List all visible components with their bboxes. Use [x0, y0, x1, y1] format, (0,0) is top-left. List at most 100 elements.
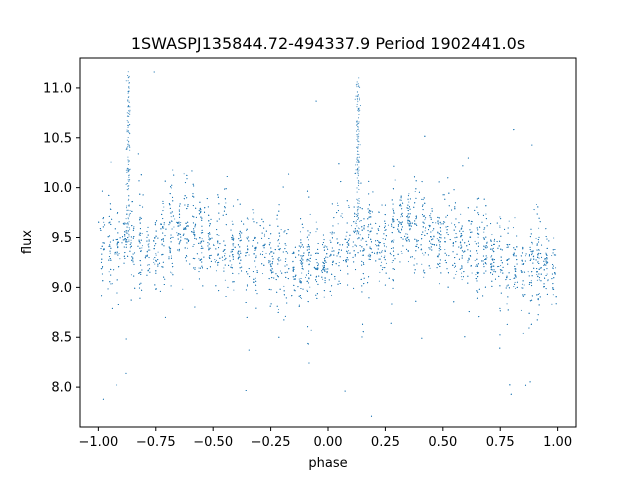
- data-point: [133, 252, 136, 254]
- data-point: [513, 247, 515, 249]
- data-point: [514, 269, 516, 271]
- data-point: [485, 270, 487, 272]
- data-point: [276, 218, 278, 220]
- data-point: [493, 269, 495, 271]
- data-point: [400, 197, 402, 199]
- data-point: [184, 238, 186, 240]
- data-point: [459, 268, 461, 270]
- data-point: [223, 270, 225, 272]
- data-point: [493, 258, 495, 261]
- data-point: [262, 250, 264, 253]
- data-point: [538, 279, 540, 281]
- data-point: [102, 398, 104, 400]
- data-point: [348, 204, 350, 207]
- data-point: [223, 267, 225, 269]
- data-point: [254, 247, 256, 249]
- data-point: [213, 243, 215, 245]
- data-point: [322, 265, 324, 267]
- data-point: [130, 274, 132, 276]
- data-point: [186, 178, 188, 180]
- data-point: [438, 283, 441, 285]
- data-point: [387, 224, 390, 226]
- data-point: [237, 252, 239, 254]
- data-point: [121, 236, 124, 238]
- data-point: [363, 227, 365, 229]
- data-point: [431, 243, 433, 245]
- data-point: [317, 242, 319, 245]
- data-point: [436, 238, 438, 240]
- data-point: [438, 223, 440, 225]
- data-point: [299, 296, 302, 299]
- data-point: [392, 215, 394, 217]
- data-point: [500, 265, 502, 267]
- data-point: [546, 262, 548, 264]
- data-point: [541, 244, 543, 246]
- data-point: [478, 288, 480, 290]
- data-point: [141, 232, 143, 235]
- data-point: [321, 278, 324, 280]
- data-point: [123, 246, 125, 248]
- data-point: [279, 270, 282, 272]
- data-point: [421, 263, 423, 265]
- data-point: [218, 234, 220, 236]
- data-point: [514, 287, 517, 289]
- data-point: [551, 254, 553, 257]
- data-point: [456, 270, 458, 273]
- data-point: [178, 223, 180, 225]
- data-point: [361, 254, 363, 256]
- data-point: [336, 202, 339, 204]
- data-point: [214, 258, 216, 261]
- data-point: [277, 240, 279, 242]
- data-point: [231, 264, 233, 266]
- data-point: [304, 276, 307, 279]
- data-point: [153, 258, 155, 260]
- data-point: [247, 218, 249, 220]
- data-point: [486, 241, 488, 243]
- data-point: [316, 267, 318, 269]
- data-point: [407, 236, 409, 238]
- data-point: [164, 278, 166, 280]
- data-point: [116, 292, 118, 294]
- data-point: [347, 243, 349, 245]
- data-point: [219, 257, 221, 259]
- data-point: [115, 384, 118, 386]
- data-point: [201, 252, 203, 254]
- data-point: [174, 218, 176, 220]
- data-point: [163, 206, 165, 208]
- data-point: [538, 227, 540, 229]
- data-point: [429, 215, 431, 217]
- data-point: [359, 244, 361, 247]
- data-point: [119, 258, 121, 260]
- data-point: [474, 260, 476, 262]
- data-point: [139, 204, 141, 206]
- data-point: [476, 252, 478, 254]
- data-point: [316, 262, 318, 264]
- data-point: [247, 273, 249, 275]
- data-point: [461, 266, 463, 268]
- data-point: [125, 246, 127, 248]
- data-point: [198, 267, 200, 269]
- data-point: [162, 200, 164, 203]
- data-point: [327, 256, 329, 258]
- data-point: [109, 241, 112, 243]
- data-point: [164, 316, 167, 319]
- data-point: [130, 239, 132, 241]
- data-point: [246, 316, 248, 319]
- data-point: [140, 282, 142, 284]
- data-point: [546, 268, 548, 270]
- data-point: [414, 258, 416, 260]
- data-point: [546, 273, 548, 275]
- data-point: [194, 235, 196, 237]
- data-point: [149, 268, 151, 270]
- data-point: [520, 309, 522, 311]
- data-point: [169, 252, 171, 254]
- data-point: [192, 215, 194, 217]
- data-point: [485, 263, 487, 265]
- data-point: [522, 332, 524, 334]
- data-point: [262, 221, 264, 223]
- data-point: [208, 239, 211, 241]
- data-point: [307, 239, 310, 241]
- data-point: [400, 199, 402, 201]
- data-point: [407, 261, 410, 263]
